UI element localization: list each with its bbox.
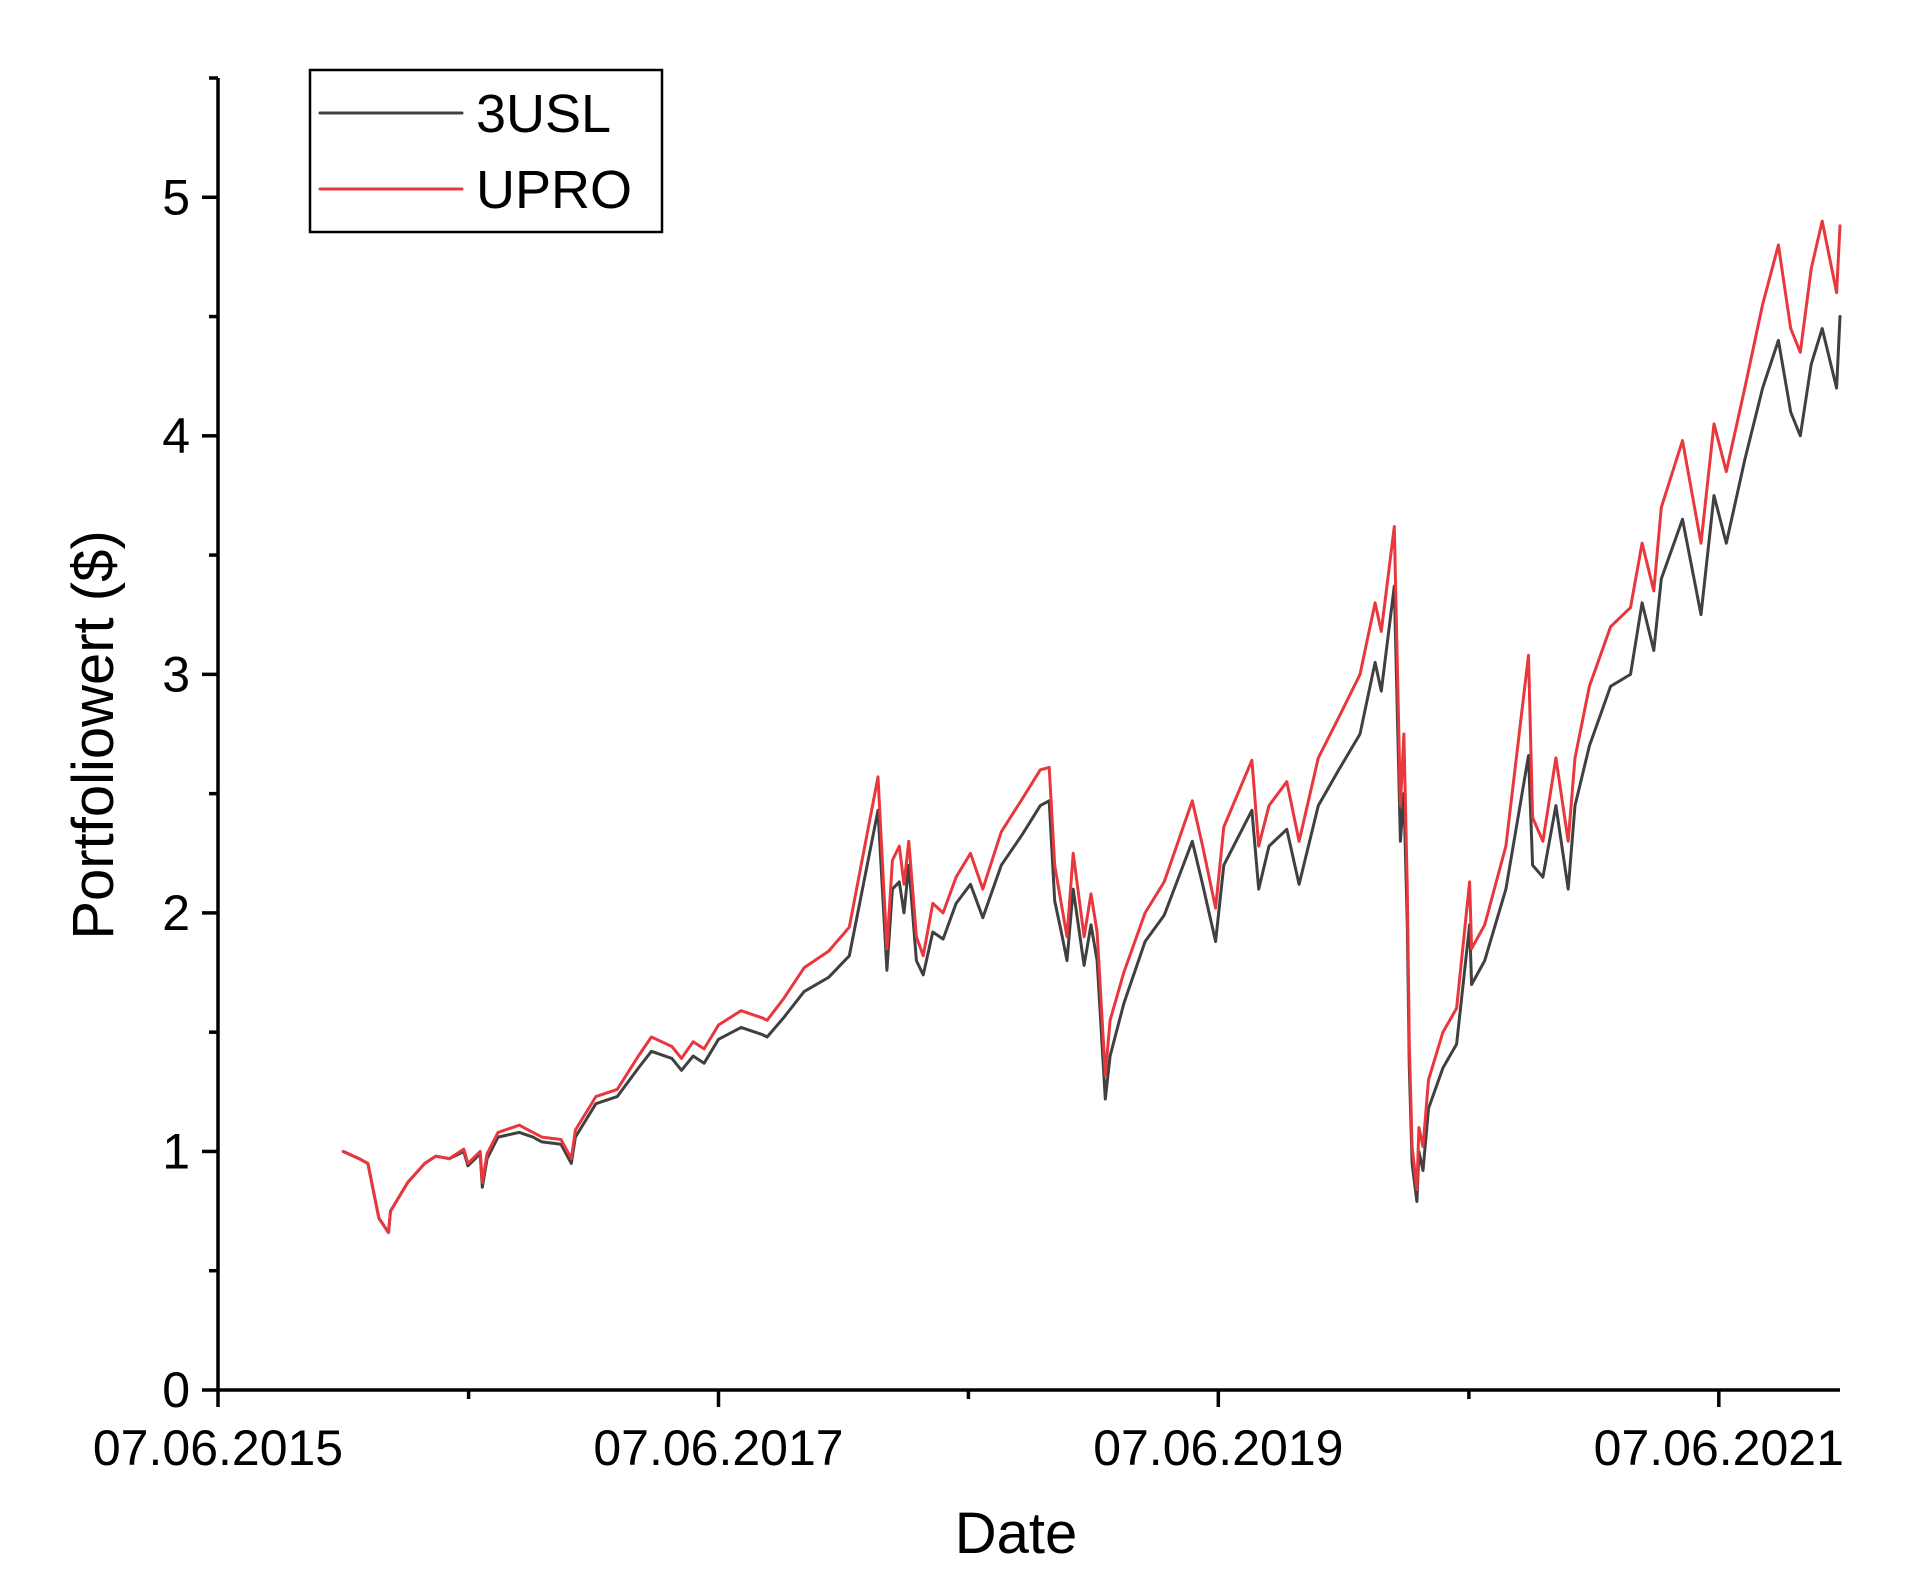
legend: 3USL UPRO <box>308 68 664 234</box>
series-line-upro <box>341 219 1842 1235</box>
legend-label-3usl: 3USL <box>476 84 611 144</box>
x-tick-label: 07.06.2021 <box>1594 1420 1844 1476</box>
y-tick-label: 0 <box>162 1362 190 1418</box>
y-ticks: 0 1 2 3 4 5 <box>162 76 218 1418</box>
x-tick-label: 07.06.2019 <box>1093 1420 1343 1476</box>
y-tick-label: 5 <box>162 169 190 225</box>
x-axis-title: Date <box>955 1501 1078 1566</box>
y-tick-label: 4 <box>162 408 190 464</box>
y-tick-label: 3 <box>162 646 190 702</box>
x-tick-label: 07.06.2017 <box>593 1420 843 1476</box>
series-line-3usl <box>341 315 1842 1235</box>
legend-label-upro: UPRO <box>476 160 632 220</box>
x-tick-label: 07.06.2015 <box>93 1420 343 1476</box>
x-ticks: 07.06.2015 07.06.2017 07.06.2019 07.06.2021 <box>93 1390 1844 1476</box>
legend-box <box>308 68 664 234</box>
y-tick-label: 1 <box>162 1123 190 1179</box>
y-tick-label: 2 <box>162 885 190 941</box>
y-axis-title: Portfoliowert ($) <box>61 530 126 939</box>
series-group <box>341 219 1842 1235</box>
